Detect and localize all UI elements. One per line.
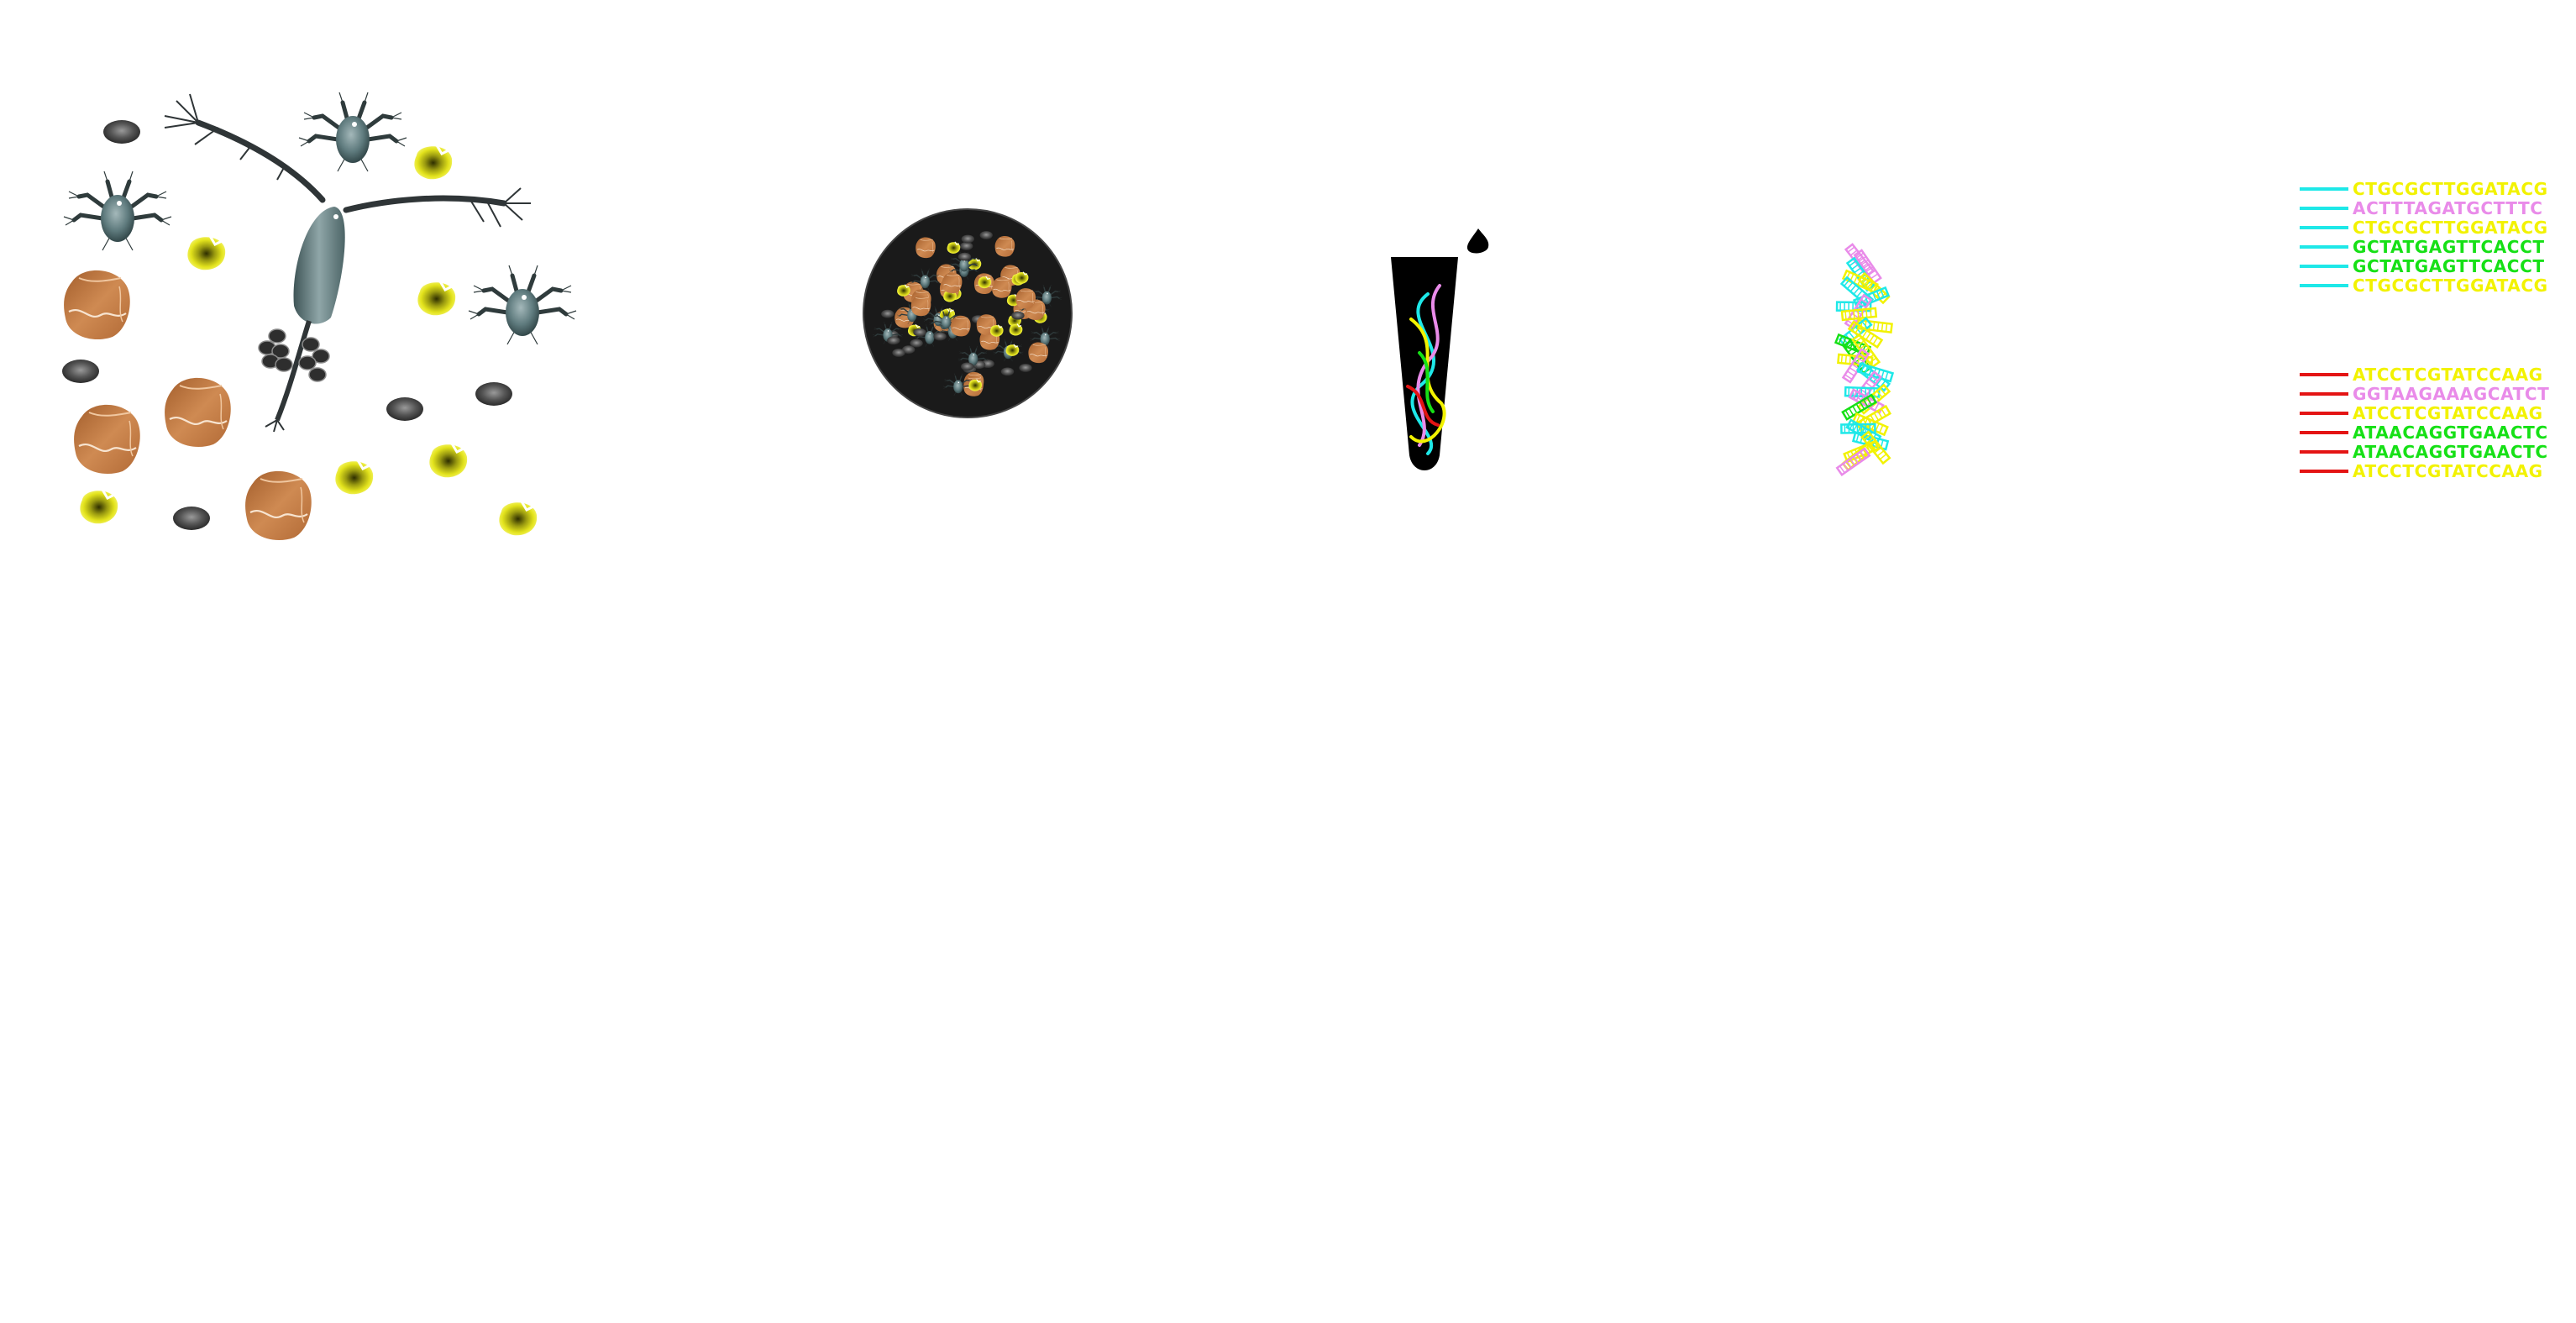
algae-icon (78, 488, 119, 525)
pellet-icon (62, 360, 99, 383)
fragments-icon (1834, 243, 1895, 476)
pellet-icon (910, 339, 923, 348)
diatom-icon (1028, 342, 1049, 364)
pellet-icon (961, 362, 974, 371)
pellet-icon (892, 349, 905, 357)
pellet-icon (979, 231, 993, 239)
algae-icon (497, 500, 538, 537)
sequence-read: ATCCTCGTATCCAAG (2353, 461, 2543, 481)
algae-icon (1005, 344, 1020, 357)
pellet-icon (1000, 367, 1015, 376)
sequence-read: GCTATGAGTTCACCT (2353, 256, 2545, 276)
dna-fragment-icon (1851, 412, 1889, 437)
algae-icon (1015, 271, 1029, 285)
algae-icon (1009, 323, 1023, 337)
diatom-icon (62, 269, 131, 341)
dna-fragment-icon (1835, 447, 1871, 476)
algae-icon (896, 284, 911, 297)
sample-dish-icon (863, 208, 1073, 418)
algae-icon (416, 280, 457, 317)
algae-icon (412, 144, 454, 181)
dna-fragment-icon (1841, 393, 1878, 421)
diatom-icon (72, 403, 141, 475)
pellet-icon (386, 397, 423, 421)
dna-fragment-icon (1853, 249, 1882, 285)
pellet-icon (881, 309, 895, 318)
algae-icon (989, 324, 1005, 338)
organisms-panel (62, 92, 576, 542)
mite-icon (64, 171, 171, 250)
sequence-reads: CTGCGCTTGGATACGACTTTAGATGCTTTCCTGCGCTTGG… (2300, 179, 2549, 481)
sequence-read: CTGCGCTTGGATACG (2353, 218, 2548, 238)
algae-icon (977, 276, 992, 289)
dna-fragment-icon (1840, 307, 1878, 322)
algae-icon (947, 241, 961, 255)
mite-icon (469, 265, 576, 344)
sequence-read: ATAACAGGTGAACTC (2353, 423, 2548, 443)
copepod-icon (164, 93, 531, 433)
diatom-icon (942, 272, 963, 294)
dna-fragment-icon (1847, 320, 1884, 349)
pellet-icon (961, 234, 974, 244)
algae-icon (186, 234, 227, 271)
pellet-icon (913, 328, 926, 337)
pellet-icon (103, 120, 140, 144)
pellet-icon (173, 507, 210, 530)
pellet-icon (960, 242, 973, 250)
pellet-icon (1019, 364, 1032, 372)
diatom-icon (244, 470, 312, 542)
diatom-icon (994, 235, 1015, 257)
pellet-icon (933, 332, 947, 341)
pellet-icon (1011, 311, 1025, 320)
sequence-read: GGTAAGAAAGCATCT (2353, 384, 2549, 404)
egg-sac-icon (258, 328, 330, 382)
diatom-icon (910, 295, 931, 317)
algae-icon (333, 459, 375, 496)
sequence-read: GCTATGAGTTCACCT (2353, 237, 2545, 257)
drop-icon (1466, 228, 1489, 254)
diatom-icon (1015, 287, 1036, 310)
sequence-read: CTGCGCTTGGATACG (2353, 179, 2548, 199)
diatom-icon (163, 376, 232, 449)
pellet-icon (887, 336, 900, 345)
algae-icon (428, 442, 469, 479)
algae-icon (968, 378, 983, 392)
sequence-read: ATCCTCGTATCCAAG (2353, 365, 2543, 385)
diatom-icon (915, 237, 936, 259)
diatom-icon (991, 276, 1012, 299)
tube-icon (1391, 228, 1489, 470)
pellet-icon (475, 382, 512, 406)
sequence-read: CTGCGCTTGGATACG (2353, 276, 2548, 296)
dna-strands-icon (1406, 284, 1446, 455)
sequence-read: ATAACAGGTGAACTC (2353, 442, 2548, 462)
sequence-read: ATCCTCGTATCCAAG (2353, 403, 2543, 423)
sequence-read: ACTTTAGATGCTTTC (2353, 198, 2543, 218)
diatom-icon (950, 315, 971, 337)
pellet-icon (957, 252, 972, 261)
mite-icon (299, 92, 407, 171)
